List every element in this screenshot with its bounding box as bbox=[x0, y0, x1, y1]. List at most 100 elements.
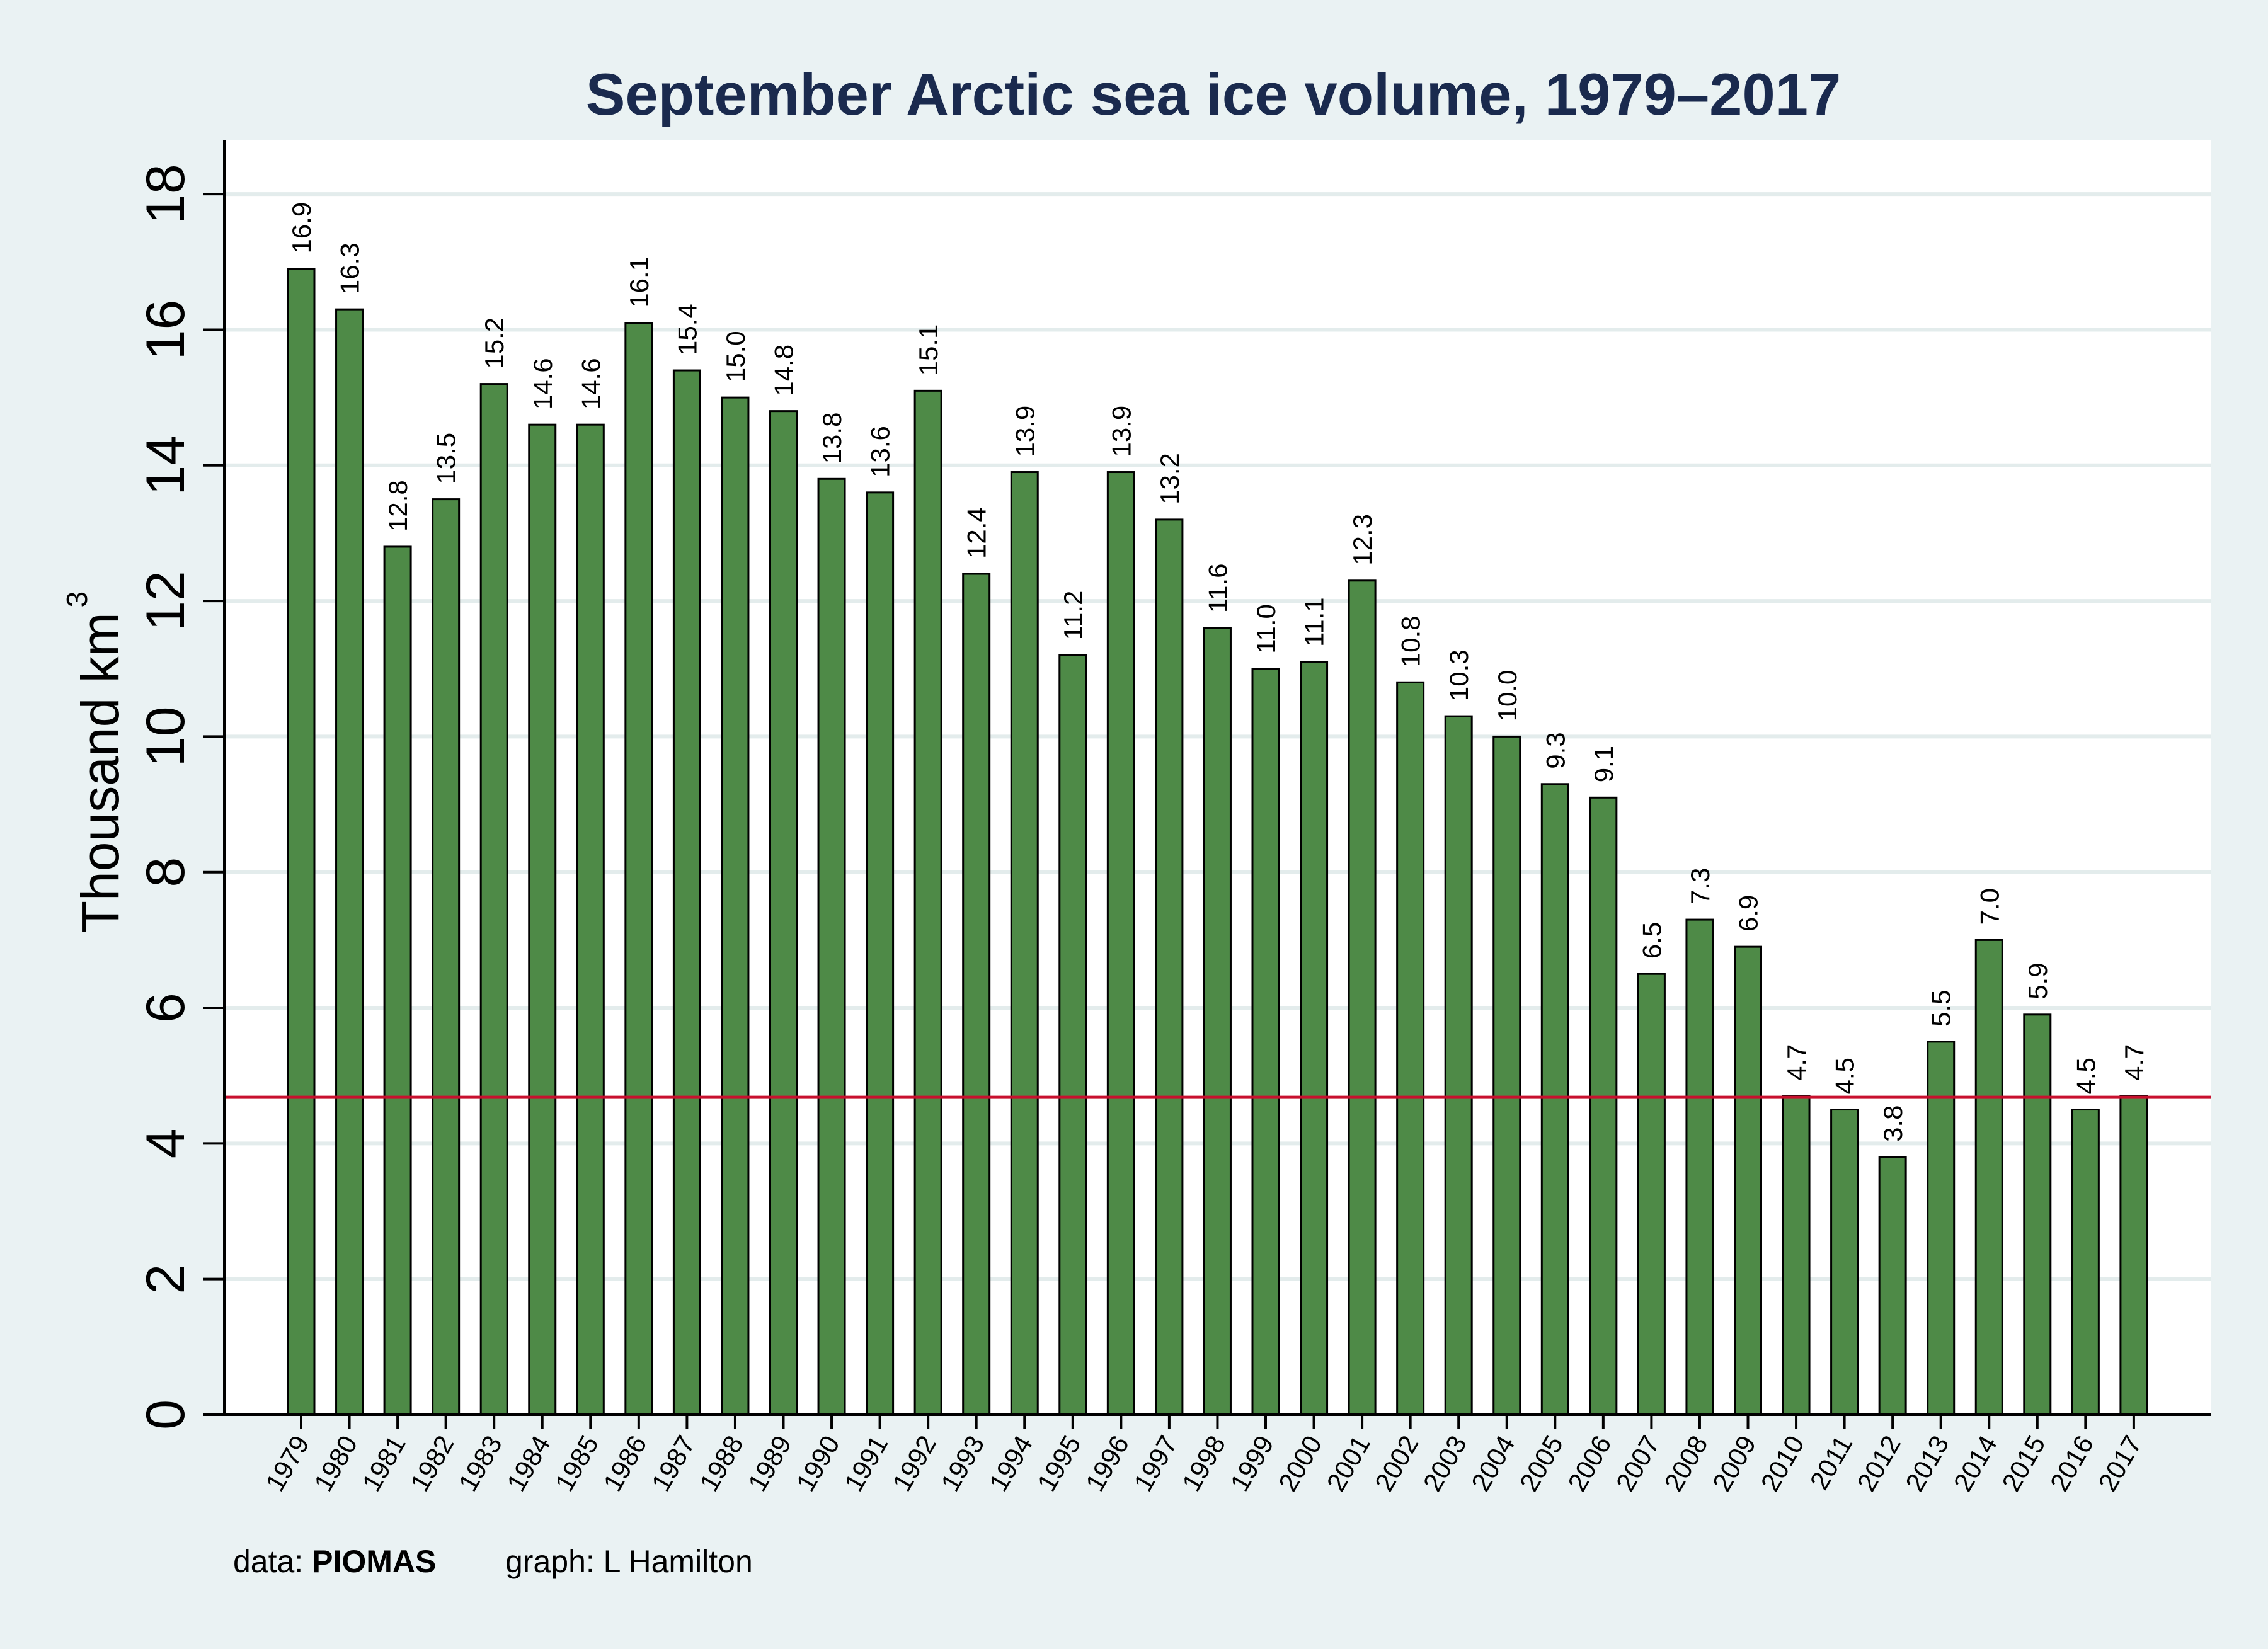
y-tick-label: 12 bbox=[135, 571, 196, 631]
bar-value-label: 5.9 bbox=[2023, 962, 2053, 999]
footer-data-prefix: data: bbox=[233, 1544, 312, 1579]
bar bbox=[1492, 735, 1521, 1416]
bar-value-label: 13.5 bbox=[432, 433, 461, 484]
bar-value-label: 15.4 bbox=[672, 304, 702, 355]
bar-value-label: 16.3 bbox=[335, 243, 365, 294]
bar-value-label: 13.9 bbox=[1010, 406, 1040, 457]
y-tick-label: 16 bbox=[135, 300, 196, 360]
bar-value-label: 13.8 bbox=[817, 413, 847, 464]
bar bbox=[1637, 973, 1666, 1416]
bar bbox=[914, 389, 942, 1416]
y-tick-label: 14 bbox=[135, 435, 196, 496]
bar-value-label: 12.3 bbox=[1348, 514, 1377, 566]
bar bbox=[1300, 661, 1329, 1416]
bar bbox=[1155, 518, 1184, 1416]
bars bbox=[287, 268, 2148, 1416]
y-axis-label-superscript: 3 bbox=[60, 591, 93, 608]
bar-value-label: 7.3 bbox=[1685, 868, 1715, 904]
y-tick-label: 6 bbox=[135, 993, 196, 1023]
bar bbox=[1589, 796, 1618, 1416]
bar-value-label: 14.8 bbox=[769, 345, 799, 396]
bar bbox=[335, 308, 364, 1416]
bar bbox=[769, 410, 798, 1416]
bar bbox=[817, 477, 846, 1416]
bar bbox=[1927, 1041, 1956, 1416]
y-tick-label: 2 bbox=[135, 1264, 196, 1294]
chart-title: September Arctic sea ice volume, 1979–20… bbox=[586, 61, 1841, 127]
bar bbox=[287, 268, 316, 1416]
bar bbox=[1203, 627, 1232, 1416]
y-axis-label-main: Thousand km bbox=[71, 612, 130, 933]
bar bbox=[1782, 1095, 1811, 1416]
y-tick-label: 0 bbox=[135, 1400, 196, 1430]
bar-value-label: 16.1 bbox=[624, 256, 654, 308]
bar-value-label: 12.8 bbox=[383, 480, 413, 532]
bar-value-label: 11.2 bbox=[1058, 591, 1088, 641]
bar-value-label: 11.0 bbox=[1251, 604, 1281, 654]
bar-value-label: 6.9 bbox=[1734, 895, 1763, 932]
bar-value-label: 4.7 bbox=[2119, 1044, 2149, 1081]
bar bbox=[1974, 939, 2003, 1416]
bar-value-label: 6.5 bbox=[1637, 922, 1666, 959]
bar bbox=[1010, 471, 1039, 1416]
bar-value-label: 15.1 bbox=[914, 324, 943, 376]
bar-value-label: 13.6 bbox=[866, 426, 895, 477]
y-tick-label: 4 bbox=[135, 1128, 196, 1158]
bar bbox=[866, 491, 895, 1416]
y-axis-ticks: 0 2 4 6 8 10 12 14 16 18 bbox=[135, 164, 224, 1430]
bar-value-label: 15.0 bbox=[721, 331, 750, 382]
y-tick-label: 8 bbox=[135, 857, 196, 887]
y-tick-label: 18 bbox=[135, 164, 196, 224]
bar bbox=[1058, 654, 1087, 1416]
bar-value-label: 14.6 bbox=[528, 358, 558, 409]
bar bbox=[2071, 1109, 2100, 1416]
bar bbox=[1685, 918, 1714, 1416]
bar bbox=[672, 369, 701, 1416]
bar-value-labels: 16.9 16.3 12.8 13.5 15.2 14.6 14.6 16.1 15.4 15.0… bbox=[287, 202, 2149, 1142]
y-axis-label: Thousand km 3 bbox=[60, 591, 130, 933]
bar bbox=[576, 423, 605, 1416]
bar-value-label: 16.9 bbox=[287, 202, 316, 254]
bar bbox=[1251, 668, 1280, 1416]
bar-value-label: 9.3 bbox=[1540, 732, 1570, 768]
bar bbox=[1734, 945, 1762, 1416]
bar-value-label: 10.8 bbox=[1396, 616, 1426, 668]
bar-value-label: 15.2 bbox=[479, 317, 509, 369]
bar-value-label: 13.2 bbox=[1155, 453, 1184, 505]
footer-graph-credit: graph: L Hamilton bbox=[505, 1544, 753, 1579]
bar-value-label: 13.9 bbox=[1106, 406, 1136, 457]
bar bbox=[528, 423, 557, 1416]
bar bbox=[432, 498, 461, 1416]
bar-value-label: 10.3 bbox=[1444, 649, 1474, 701]
bar bbox=[479, 383, 508, 1416]
bar bbox=[962, 573, 991, 1416]
footer-data-source: data: PIOMAS bbox=[233, 1544, 436, 1579]
bar-value-label: 5.5 bbox=[1927, 990, 1956, 1026]
bar-value-label: 11.1 bbox=[1300, 597, 1329, 647]
bar bbox=[624, 322, 653, 1416]
bar bbox=[1830, 1109, 1859, 1416]
bar-value-label: 4.5 bbox=[2071, 1058, 2100, 1094]
bar bbox=[1878, 1156, 1907, 1416]
bar-value-label: 7.0 bbox=[1974, 888, 2004, 925]
bar bbox=[1396, 681, 1425, 1416]
bar bbox=[1444, 715, 1473, 1416]
bar bbox=[721, 396, 750, 1416]
bar-value-label: 14.6 bbox=[576, 358, 605, 409]
bar-value-label: 4.5 bbox=[1830, 1058, 1860, 1094]
footer-data-source-name: PIOMAS bbox=[312, 1544, 436, 1579]
bar-value-label: 12.4 bbox=[962, 507, 992, 559]
bar-value-label: 10.0 bbox=[1492, 670, 1522, 722]
bar-value-label: 3.8 bbox=[1878, 1105, 1908, 1142]
bar bbox=[2023, 1013, 2052, 1416]
bar-value-label: 9.1 bbox=[1589, 746, 1618, 782]
bar bbox=[1540, 783, 1569, 1416]
bar bbox=[2119, 1095, 2148, 1416]
bar-value-label: 4.7 bbox=[1782, 1044, 1811, 1081]
bar-value-label: 11.6 bbox=[1203, 564, 1232, 613]
bar bbox=[383, 545, 412, 1416]
bar bbox=[1348, 579, 1377, 1416]
y-tick-label: 10 bbox=[135, 707, 196, 767]
bar bbox=[1106, 471, 1135, 1416]
